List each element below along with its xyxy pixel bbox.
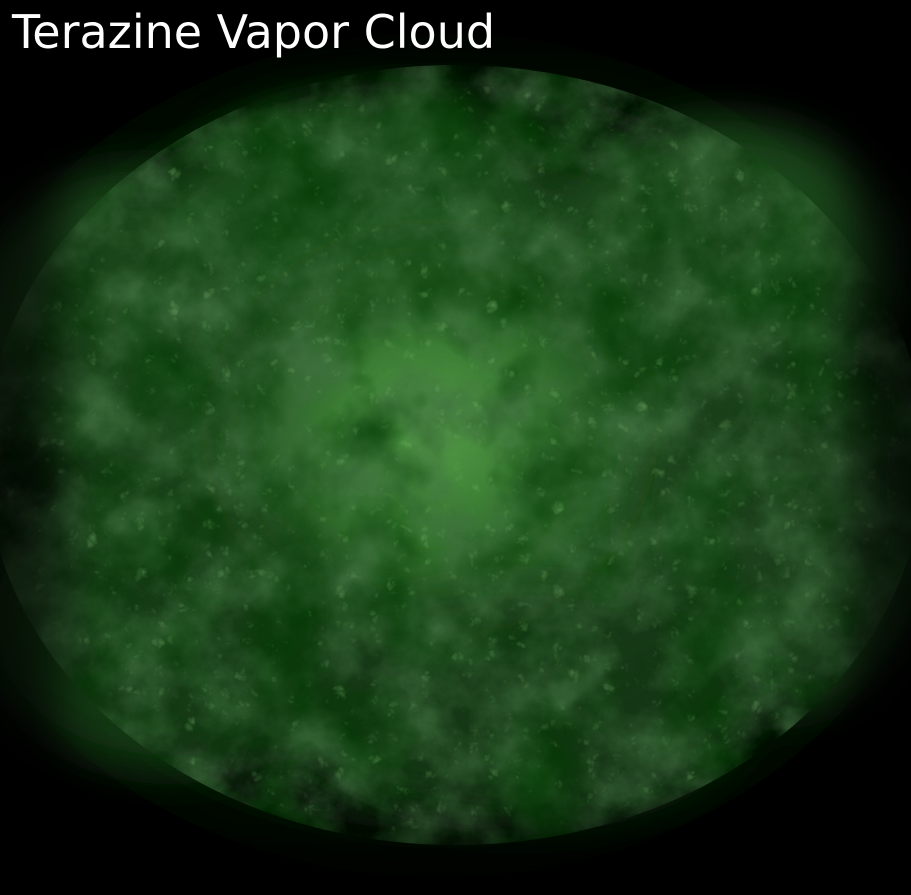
page-title: Terazine Vapor Cloud — [12, 5, 496, 59]
